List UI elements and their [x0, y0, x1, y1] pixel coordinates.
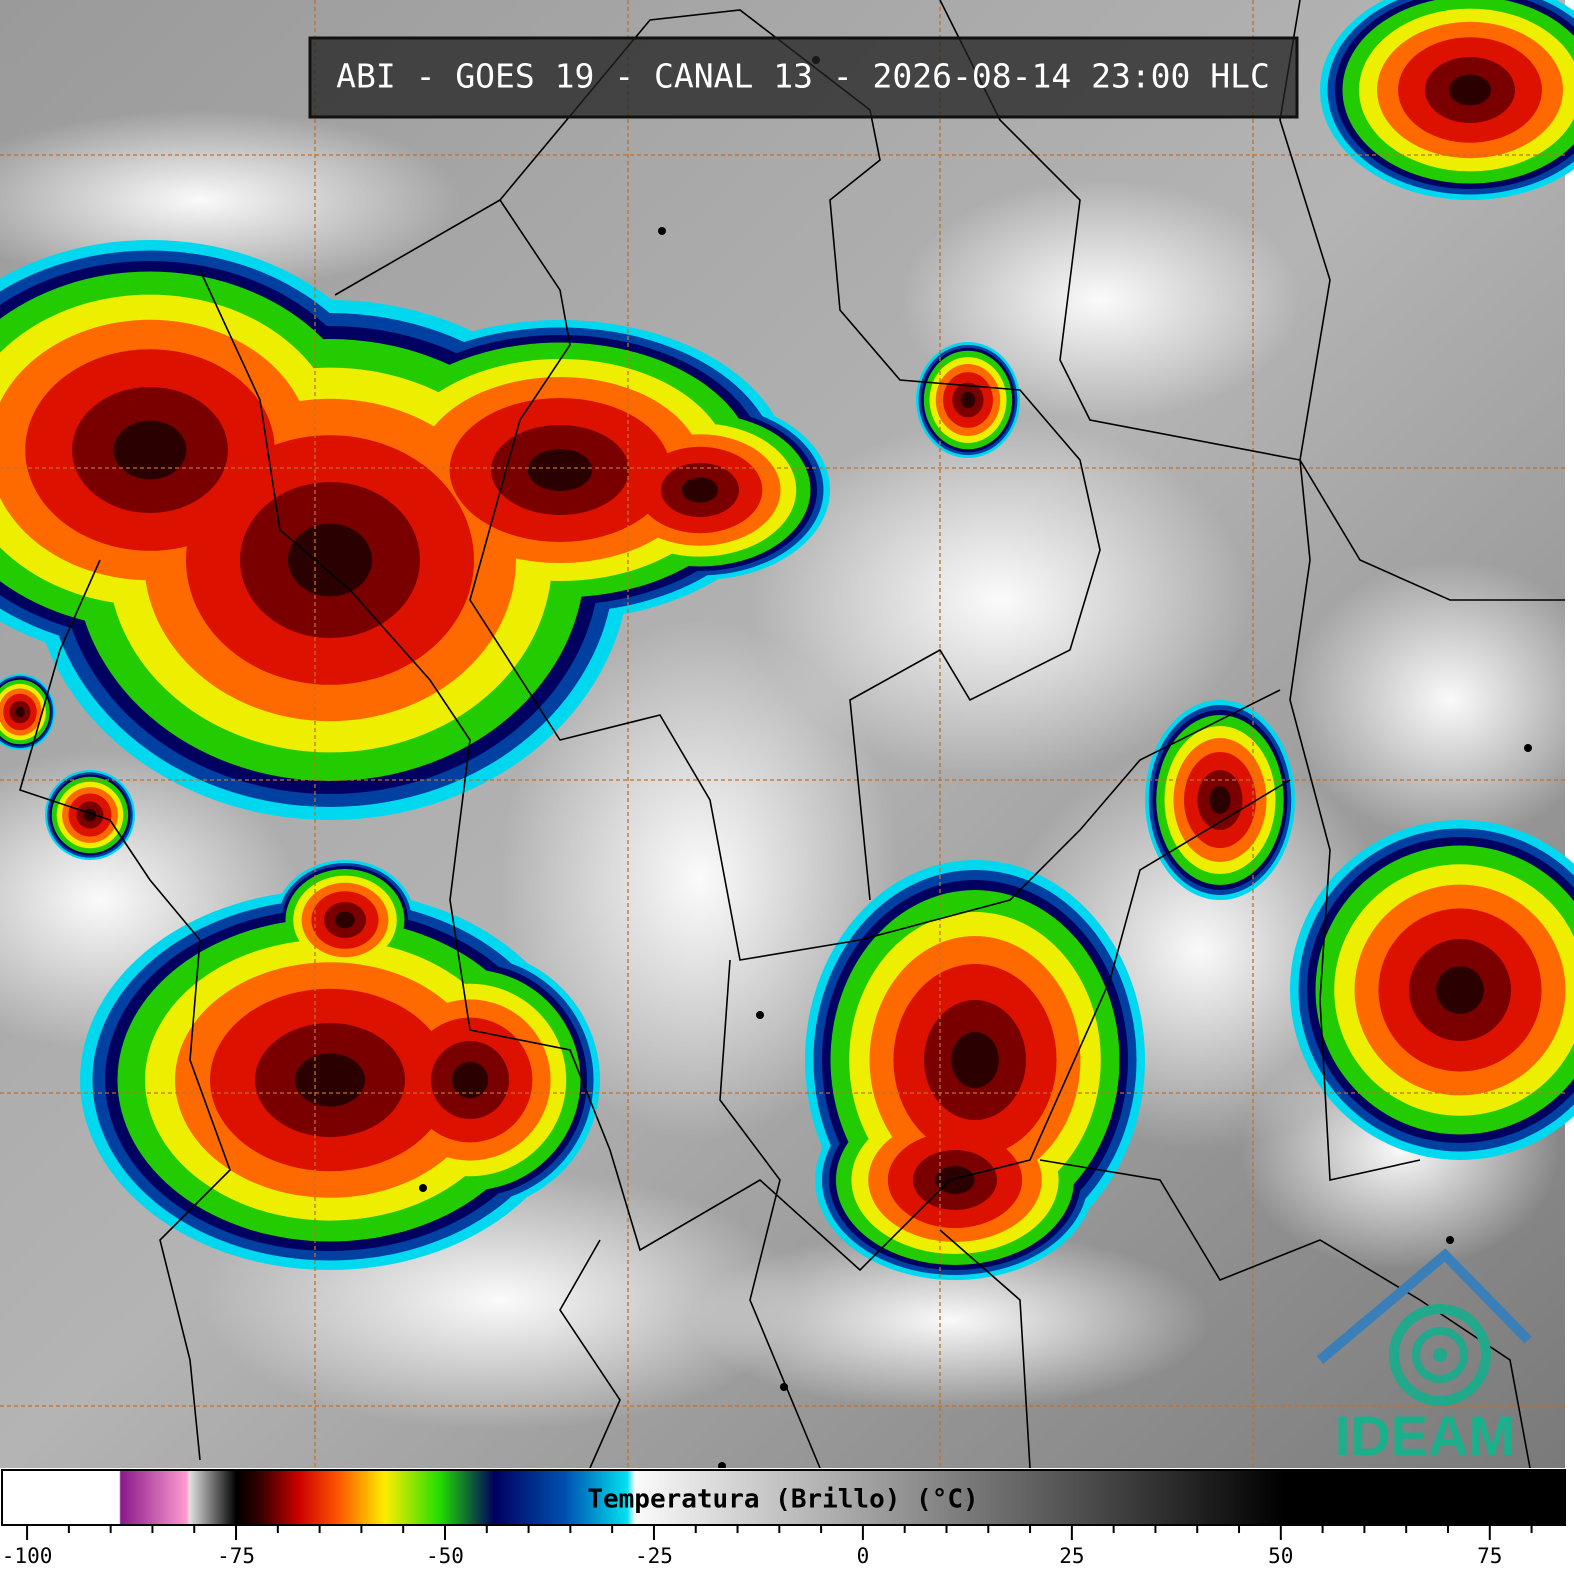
- storm-layer: [527, 449, 593, 491]
- title-box: [308, 36, 1299, 119]
- tick-label: -75: [217, 1544, 255, 1568]
- cities: [419, 56, 1532, 1470]
- tick-label: 75: [1477, 1544, 1502, 1568]
- tick-label: 25: [1059, 1544, 1084, 1568]
- storm-layer: [295, 1053, 365, 1107]
- storm-layer: [960, 391, 976, 409]
- logo-text: IDEAM: [1335, 1404, 1515, 1467]
- tick-label: -50: [426, 1544, 464, 1568]
- storm-layer: [951, 1032, 999, 1088]
- logo: IDEAM: [1316, 1248, 1532, 1467]
- tick-label: 0: [857, 1544, 870, 1568]
- storm-layer: [335, 911, 355, 929]
- storm-layer: [1209, 786, 1231, 814]
- storm-layer: [1436, 966, 1484, 1014]
- storm-layer: [288, 523, 372, 597]
- cloud: [690, 1230, 1210, 1410]
- cloud: [750, 420, 1250, 780]
- storm-layer: [15, 706, 25, 718]
- tick-label: -25: [635, 1544, 673, 1568]
- colorbar: [1, 1469, 1566, 1526]
- tick-label: 50: [1268, 1544, 1293, 1568]
- cloud: [500, 620, 900, 1140]
- storm-cells: [0, 0, 1574, 1280]
- storm-layer: [681, 477, 719, 503]
- colorbar-ticks: -100 -75 -50 -25 0 25 50 75: [2, 1525, 1533, 1568]
- storm-layer: [113, 420, 187, 480]
- storm-layer: [1449, 74, 1491, 106]
- storm-layer: [935, 1166, 975, 1194]
- title: ABI - GOES 19 - CANAL 13 - 2026-08-14 23…: [336, 57, 1270, 96]
- colorbar-label: Temperatura (Brillo) (°C): [587, 1485, 978, 1515]
- cloud: [1290, 560, 1574, 840]
- boundaries: [19, 0, 1565, 1469]
- storm-layer: [451, 1061, 489, 1099]
- tick-label: -100: [2, 1544, 53, 1568]
